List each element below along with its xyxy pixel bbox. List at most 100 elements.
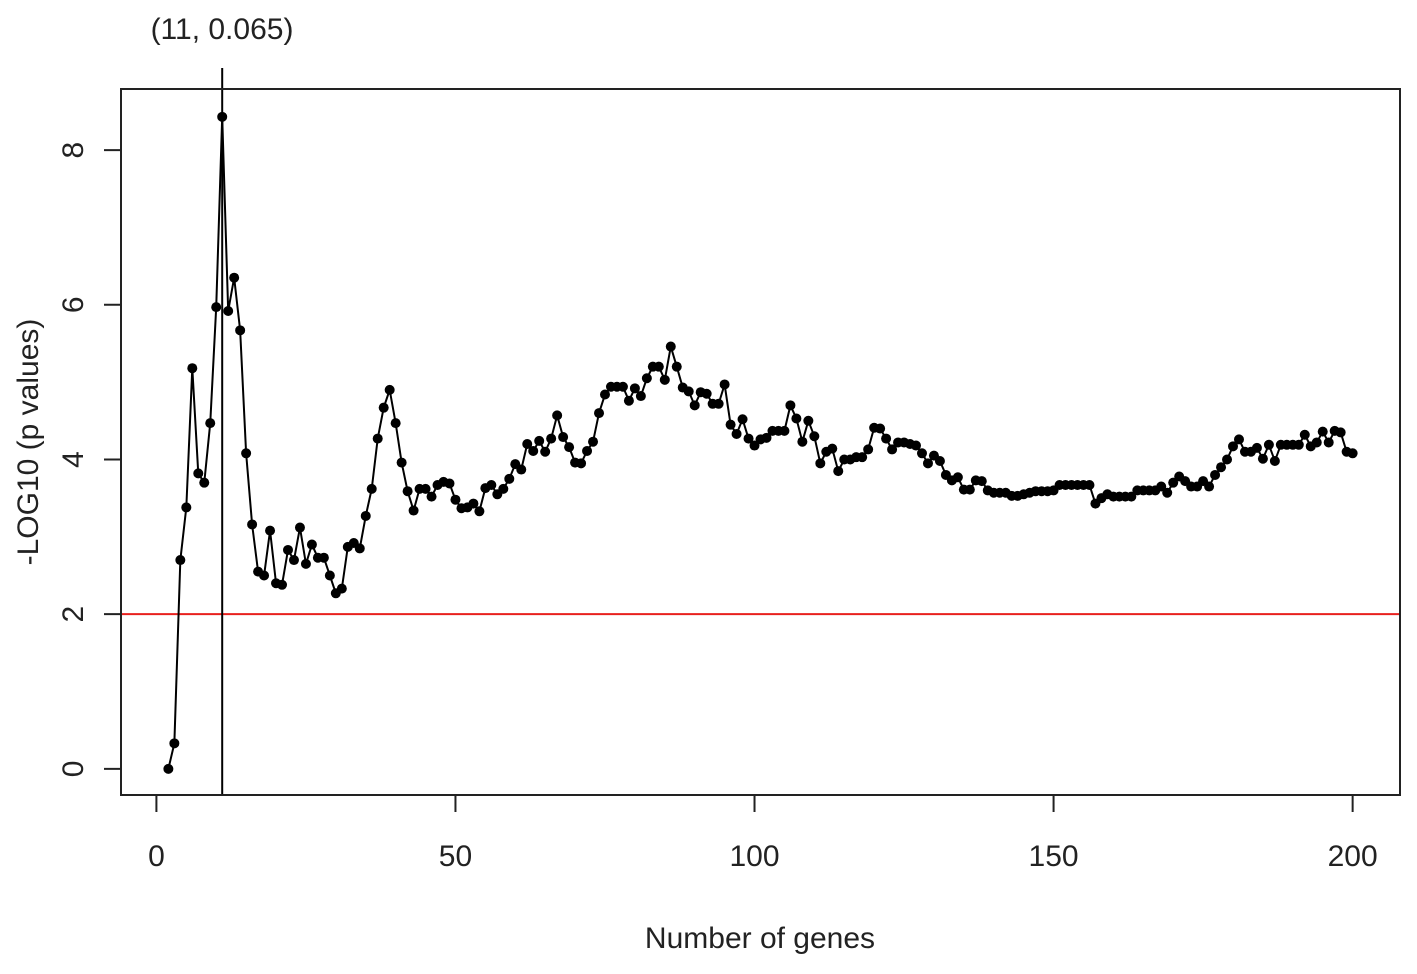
data-point bbox=[450, 494, 461, 505]
data-point bbox=[713, 398, 724, 409]
data-point bbox=[785, 400, 796, 411]
data-point bbox=[1228, 441, 1239, 452]
data-point bbox=[187, 363, 198, 374]
data-point bbox=[522, 439, 533, 450]
data-point bbox=[1269, 456, 1280, 467]
data-point bbox=[390, 418, 401, 429]
data-point bbox=[617, 381, 628, 392]
data-point bbox=[1257, 453, 1268, 464]
data-point bbox=[976, 476, 987, 487]
data-point bbox=[259, 570, 270, 581]
plot-frame bbox=[120, 88, 1401, 796]
data-point bbox=[223, 305, 234, 316]
data-point bbox=[318, 552, 329, 563]
data-point bbox=[725, 419, 736, 430]
data-point bbox=[1204, 481, 1215, 492]
data-point bbox=[420, 483, 431, 494]
data-point bbox=[324, 570, 335, 581]
data-point bbox=[1299, 429, 1310, 440]
data-point bbox=[282, 544, 293, 555]
data-point bbox=[366, 483, 377, 494]
y-tick-label: 8 bbox=[57, 142, 90, 159]
data-point bbox=[875, 423, 886, 434]
x-tick-label: 100 bbox=[729, 840, 779, 873]
data-point bbox=[1156, 481, 1167, 492]
y-tick-label: 0 bbox=[57, 761, 90, 778]
data-point bbox=[1210, 469, 1221, 480]
data-point bbox=[731, 428, 742, 439]
data-point bbox=[797, 436, 808, 447]
data-point bbox=[911, 440, 922, 451]
data-point bbox=[1162, 487, 1173, 498]
data-point bbox=[779, 425, 790, 436]
data-point bbox=[653, 361, 664, 372]
data-point bbox=[372, 433, 383, 444]
x-tick-label: 200 bbox=[1328, 840, 1378, 873]
data-point bbox=[635, 391, 646, 402]
data-point bbox=[235, 325, 246, 336]
data-point bbox=[737, 414, 748, 425]
y-tick-label: 2 bbox=[57, 606, 90, 623]
data-point bbox=[546, 433, 557, 444]
data-point bbox=[504, 473, 515, 484]
data-point bbox=[1233, 434, 1244, 445]
data-point bbox=[964, 484, 975, 495]
data-point bbox=[952, 472, 963, 483]
data-point bbox=[396, 457, 407, 468]
data-point bbox=[1216, 462, 1227, 473]
data-point bbox=[199, 477, 210, 488]
data-point bbox=[641, 373, 652, 384]
data-point bbox=[1084, 480, 1095, 491]
data-point bbox=[163, 763, 174, 774]
data-point bbox=[887, 444, 898, 455]
data-point bbox=[277, 579, 288, 590]
data-point bbox=[193, 468, 204, 479]
data-point bbox=[761, 432, 772, 443]
data-point bbox=[1317, 426, 1328, 437]
data-point bbox=[306, 539, 317, 550]
data-point bbox=[384, 384, 395, 395]
x-tick-label: 0 bbox=[148, 840, 165, 873]
data-point bbox=[665, 341, 676, 352]
data-point bbox=[408, 505, 419, 516]
data-point bbox=[181, 502, 192, 513]
data-point bbox=[671, 361, 682, 372]
data-point bbox=[857, 452, 868, 463]
data-point bbox=[169, 738, 180, 749]
data-point bbox=[558, 432, 569, 443]
data-point bbox=[881, 433, 892, 444]
data-point bbox=[1323, 437, 1334, 448]
data-point bbox=[743, 433, 754, 444]
data-point bbox=[588, 436, 599, 447]
data-point bbox=[1126, 491, 1137, 502]
x-tick-label: 150 bbox=[1029, 840, 1079, 873]
data-point bbox=[360, 510, 371, 521]
data-point bbox=[552, 410, 563, 421]
data-point bbox=[809, 431, 820, 442]
data-point bbox=[426, 491, 437, 502]
y-axis-label: -LOG10 (p values) bbox=[12, 319, 45, 566]
data-point bbox=[1293, 439, 1304, 450]
data-point bbox=[528, 445, 539, 456]
data-point bbox=[378, 402, 389, 413]
data-point bbox=[486, 480, 497, 491]
data-point bbox=[916, 448, 927, 459]
data-point bbox=[689, 400, 700, 411]
data-point bbox=[498, 483, 509, 494]
data-point bbox=[294, 522, 305, 533]
data-point bbox=[474, 506, 485, 517]
y-tick-label: 4 bbox=[57, 451, 90, 468]
data-point bbox=[1311, 437, 1322, 448]
annotation: (11, 0.065) bbox=[151, 13, 294, 46]
data-point bbox=[402, 486, 413, 497]
data-point bbox=[922, 458, 933, 469]
data-point bbox=[175, 555, 186, 566]
data-point bbox=[540, 446, 551, 457]
y-tick-label: 6 bbox=[57, 296, 90, 313]
data-point bbox=[629, 383, 640, 394]
x-tick-label: 50 bbox=[439, 840, 472, 873]
data-point bbox=[247, 519, 258, 530]
data-point bbox=[229, 272, 240, 283]
data-point bbox=[1335, 427, 1346, 438]
data-point bbox=[623, 395, 634, 406]
